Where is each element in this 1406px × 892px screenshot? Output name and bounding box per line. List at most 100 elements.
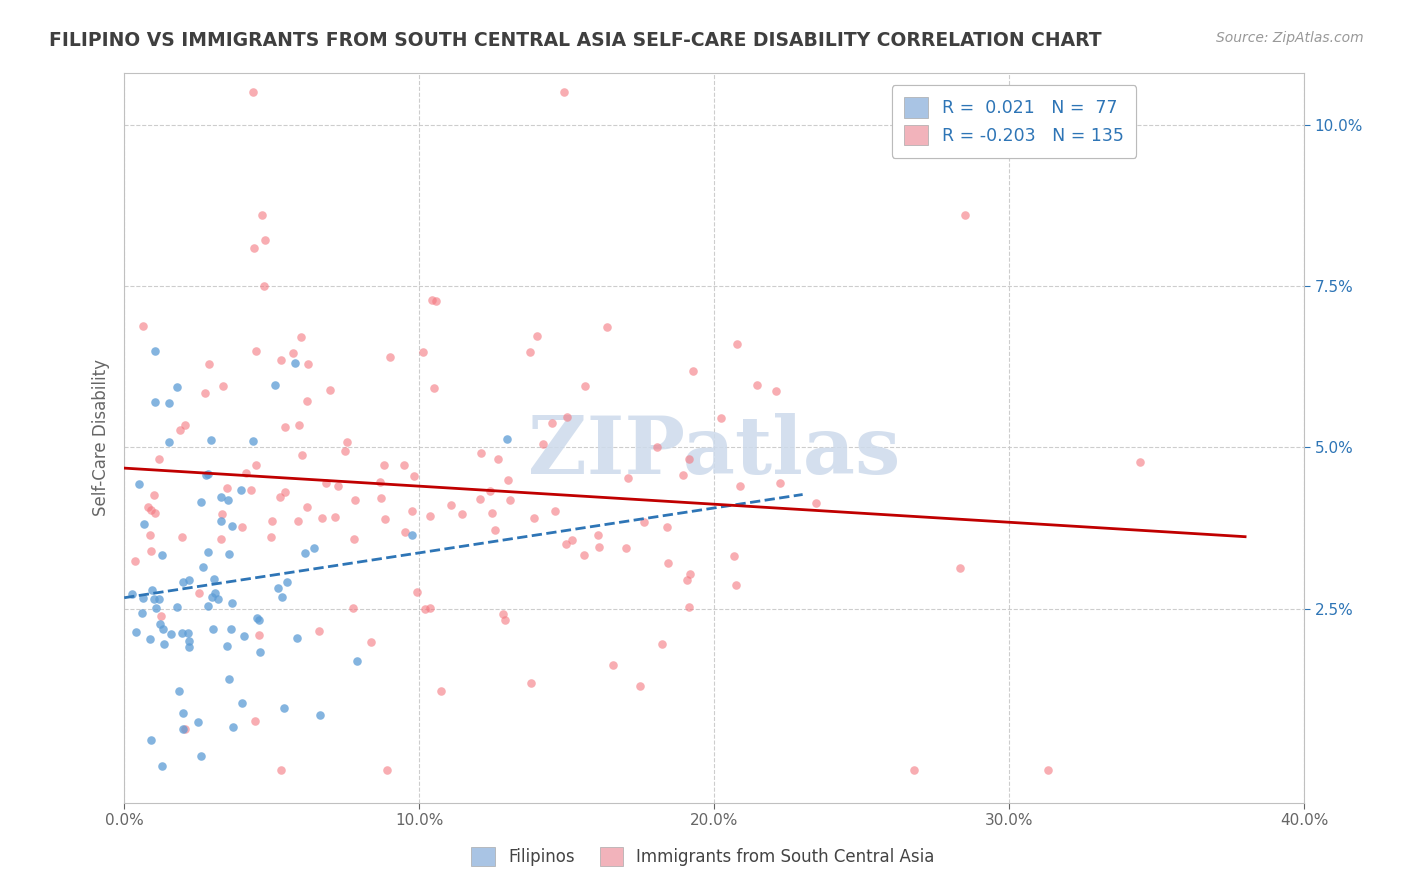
- Point: [328, 479, 350, 493]
- Point: [149, 617, 172, 632]
- Point: [486, 452, 509, 467]
- Point: [148, 591, 170, 606]
- Point: [291, 448, 314, 462]
- Point: [172, 706, 194, 721]
- Point: [804, 496, 827, 510]
- Point: [215, 639, 238, 653]
- Point: [209, 490, 232, 504]
- Point: [143, 487, 166, 501]
- Point: [470, 491, 492, 506]
- Point: [150, 549, 173, 563]
- Point: [172, 575, 194, 590]
- Legend: Filipinos, Immigrants from South Central Asia: Filipinos, Immigrants from South Central…: [463, 838, 943, 875]
- Point: [949, 560, 972, 574]
- Point: [231, 483, 253, 498]
- Point: [679, 567, 702, 582]
- Point: [401, 528, 423, 542]
- Point: [221, 596, 243, 610]
- Point: [343, 533, 366, 547]
- Point: [150, 758, 173, 772]
- Point: [254, 233, 277, 247]
- Point: [202, 572, 225, 586]
- Point: [166, 600, 188, 615]
- Point: [374, 512, 396, 526]
- Point: [218, 672, 240, 686]
- Point: [242, 86, 264, 100]
- Point: [555, 537, 578, 551]
- Point: [262, 514, 284, 528]
- Point: [380, 351, 402, 365]
- Point: [242, 434, 264, 449]
- Point: [450, 507, 472, 521]
- Point: [402, 469, 425, 483]
- Point: [201, 591, 224, 605]
- Point: [523, 511, 546, 525]
- Point: [174, 417, 197, 432]
- Point: [555, 409, 578, 424]
- Point: [728, 479, 751, 493]
- Point: [682, 363, 704, 377]
- Point: [342, 601, 364, 615]
- Point: [413, 601, 436, 615]
- Point: [179, 640, 201, 655]
- Point: [308, 708, 330, 723]
- Point: [676, 573, 699, 587]
- Point: [273, 700, 295, 714]
- Point: [633, 516, 655, 530]
- Point: [481, 506, 503, 520]
- Point: [153, 637, 176, 651]
- Point: [253, 278, 276, 293]
- Point: [136, 500, 159, 514]
- Point: [283, 356, 305, 370]
- Point: [197, 599, 219, 614]
- Point: [132, 591, 155, 605]
- Point: [377, 764, 399, 778]
- Point: [132, 516, 155, 531]
- Point: [678, 599, 700, 614]
- Point: [194, 386, 217, 401]
- Point: [494, 613, 516, 627]
- Point: [657, 520, 679, 534]
- Point: [235, 466, 257, 480]
- Point: [645, 440, 668, 454]
- Point: [197, 467, 219, 482]
- Point: [245, 344, 267, 359]
- Point: [197, 545, 219, 559]
- Point: [260, 530, 283, 544]
- Point: [245, 458, 267, 472]
- Point: [221, 519, 243, 533]
- Point: [297, 357, 319, 371]
- Point: [270, 590, 292, 604]
- Point: [617, 471, 640, 485]
- Point: [131, 606, 153, 620]
- Point: [276, 574, 298, 589]
- Point: [588, 540, 610, 554]
- Point: [287, 417, 309, 432]
- Point: [246, 611, 269, 625]
- Point: [143, 395, 166, 409]
- Point: [270, 352, 292, 367]
- Point: [747, 378, 769, 392]
- Point: [526, 329, 548, 343]
- Point: [295, 393, 318, 408]
- Point: [496, 473, 519, 487]
- Point: [170, 626, 193, 640]
- Point: [344, 492, 367, 507]
- Point: [273, 419, 295, 434]
- Point: [169, 423, 191, 437]
- Point: [1038, 764, 1060, 778]
- Point: [231, 697, 253, 711]
- Point: [283, 345, 305, 359]
- Point: [335, 444, 357, 458]
- Point: [166, 380, 188, 394]
- Point: [294, 546, 316, 560]
- Point: [315, 476, 337, 491]
- Point: [187, 586, 209, 600]
- Point: [143, 591, 166, 606]
- Point: [195, 468, 218, 483]
- Point: [145, 600, 167, 615]
- Point: [149, 609, 172, 624]
- Point: [219, 622, 242, 636]
- Point: [125, 624, 148, 639]
- Point: [1129, 455, 1152, 469]
